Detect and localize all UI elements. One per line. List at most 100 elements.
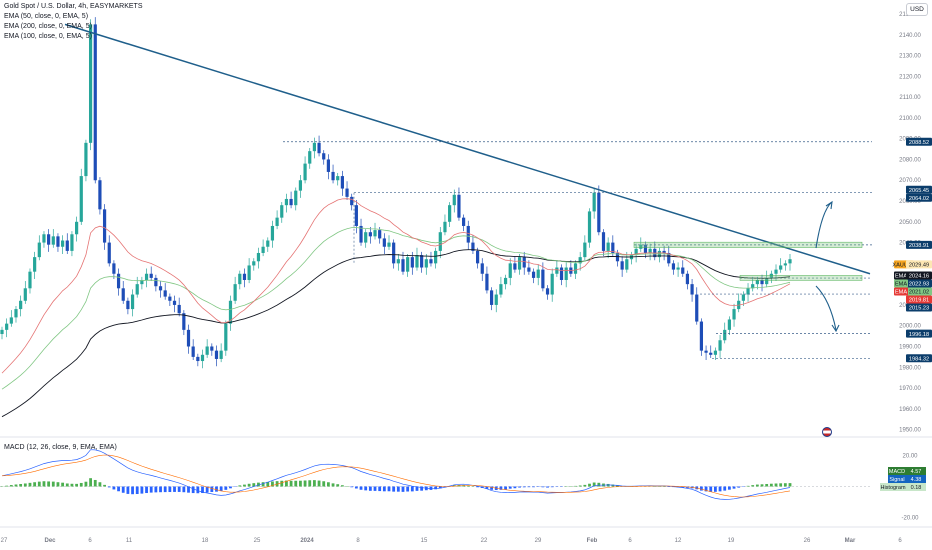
candle-body	[289, 198, 293, 206]
macd-histogram-bar	[700, 486, 703, 491]
candle-body	[373, 230, 377, 237]
macd-histogram-bar	[149, 486, 153, 493]
trendline	[64, 23, 871, 275]
candle-body	[466, 225, 470, 243]
candle-body	[238, 273, 242, 285]
candle-body	[163, 290, 167, 297]
macd-histogram-bar	[163, 486, 167, 493]
price-axis-tick: 1950.00	[899, 428, 921, 434]
candle-body	[294, 190, 298, 206]
macd-histogram-bar	[266, 481, 270, 487]
macd-histogram-bar	[704, 486, 708, 492]
price-label: 2088.52	[909, 140, 929, 146]
price-label-box	[894, 287, 908, 296]
price-label: 2064.02	[909, 196, 929, 202]
macd-histogram-bar	[65, 483, 69, 487]
macd-histogram-bar	[410, 486, 414, 492]
price-label: 2021.02	[909, 290, 929, 296]
candle-body	[788, 259, 792, 264]
price-axis-tick: 1990.00	[899, 344, 921, 350]
macd-histogram-bar	[415, 486, 419, 491]
candle-body	[671, 263, 676, 270]
macd-histogram-bar	[303, 480, 307, 487]
macd-histogram-bar	[774, 483, 778, 487]
candle-body	[387, 242, 391, 247]
candle-body	[51, 236, 55, 245]
candle-body	[140, 279, 144, 285]
candle-body	[9, 317, 13, 324]
candle-body	[270, 225, 275, 241]
candle-body	[620, 261, 624, 270]
candle-body	[709, 352, 713, 355]
time-axis-tick: 6	[88, 538, 92, 544]
macd-histogram-bar	[727, 486, 731, 490]
candle-body	[224, 323, 228, 351]
price-axis-tick: 2080.00	[899, 157, 921, 163]
candle-body	[75, 221, 79, 235]
candle-body	[676, 267, 680, 270]
macd-histogram-bar	[723, 486, 727, 491]
candle-body	[135, 284, 139, 295]
time-axis-tick: 29	[535, 538, 542, 544]
macd-histogram-bar	[210, 486, 214, 492]
price-label-box	[906, 185, 932, 194]
candle-body	[485, 273, 489, 291]
candle-body	[33, 257, 37, 272]
macd-label-value: 4.38	[911, 477, 922, 483]
candle-body	[317, 142, 321, 154]
macd-label-name: MACD	[889, 469, 905, 475]
candle-body	[564, 267, 568, 280]
macd-histogram-bar	[75, 483, 79, 487]
price-label: XAUUSD	[892, 263, 915, 269]
candle-body	[0, 329, 4, 335]
candle-body	[116, 273, 121, 289]
candle-body	[480, 263, 484, 274]
candle-body	[681, 267, 685, 274]
us-flag-icon[interactable]	[822, 427, 832, 437]
candle-body	[415, 255, 419, 268]
macd-histogram-bar	[107, 486, 111, 488]
candle-body	[56, 236, 60, 247]
macd-histogram-bar	[513, 486, 517, 489]
candle-body	[489, 290, 494, 305]
macd-histogram-bar	[760, 484, 764, 487]
macd-histogram-bar	[159, 486, 162, 493]
price-label-box	[906, 137, 932, 146]
macd-histogram-bar	[574, 485, 577, 487]
price-label-box	[906, 329, 932, 338]
macd-histogram-bar	[597, 482, 601, 487]
macd-histogram-bar	[308, 480, 312, 487]
time-axis-tick: Feb	[587, 538, 598, 544]
macd-histogram-bar	[746, 485, 750, 487]
macd-histogram-bar	[238, 485, 242, 487]
price-label: EMA	[895, 282, 907, 288]
macd-histogram-bar	[364, 486, 368, 491]
macd-histogram-bar	[261, 482, 265, 487]
time-axis-tick: 6	[628, 538, 632, 544]
candle-body	[23, 288, 27, 301]
candle-body	[186, 329, 191, 347]
macd-histogram-bar	[751, 485, 755, 487]
candle-body	[592, 192, 596, 212]
currency-button[interactable]: USD	[906, 3, 928, 16]
candle-body	[625, 259, 629, 270]
macd-histogram-bar	[275, 481, 279, 487]
macd-histogram-bar	[79, 482, 83, 487]
macd-histogram-bar	[783, 483, 787, 487]
macd-histogram-bar	[518, 486, 521, 488]
macd-histogram-bar	[592, 482, 596, 487]
candle-body	[662, 250, 666, 253]
macd-histogram-bar	[438, 486, 442, 489]
legend-ema-50: EMA (50, close, 0, EMA, 5)	[4, 13, 89, 20]
macd-histogram-bar	[392, 486, 396, 492]
legend-macd: MACD (12, 26, close, 9, EMA, EMA)	[4, 444, 117, 451]
price-axis-tick: 1960.00	[899, 407, 921, 413]
candle-body	[266, 240, 270, 247]
candle-body	[196, 356, 200, 362]
candle-body	[420, 255, 424, 268]
candle-body	[93, 24, 97, 181]
candle-body	[182, 313, 186, 330]
candle-body	[275, 217, 279, 226]
bullish-arrow	[815, 201, 833, 249]
